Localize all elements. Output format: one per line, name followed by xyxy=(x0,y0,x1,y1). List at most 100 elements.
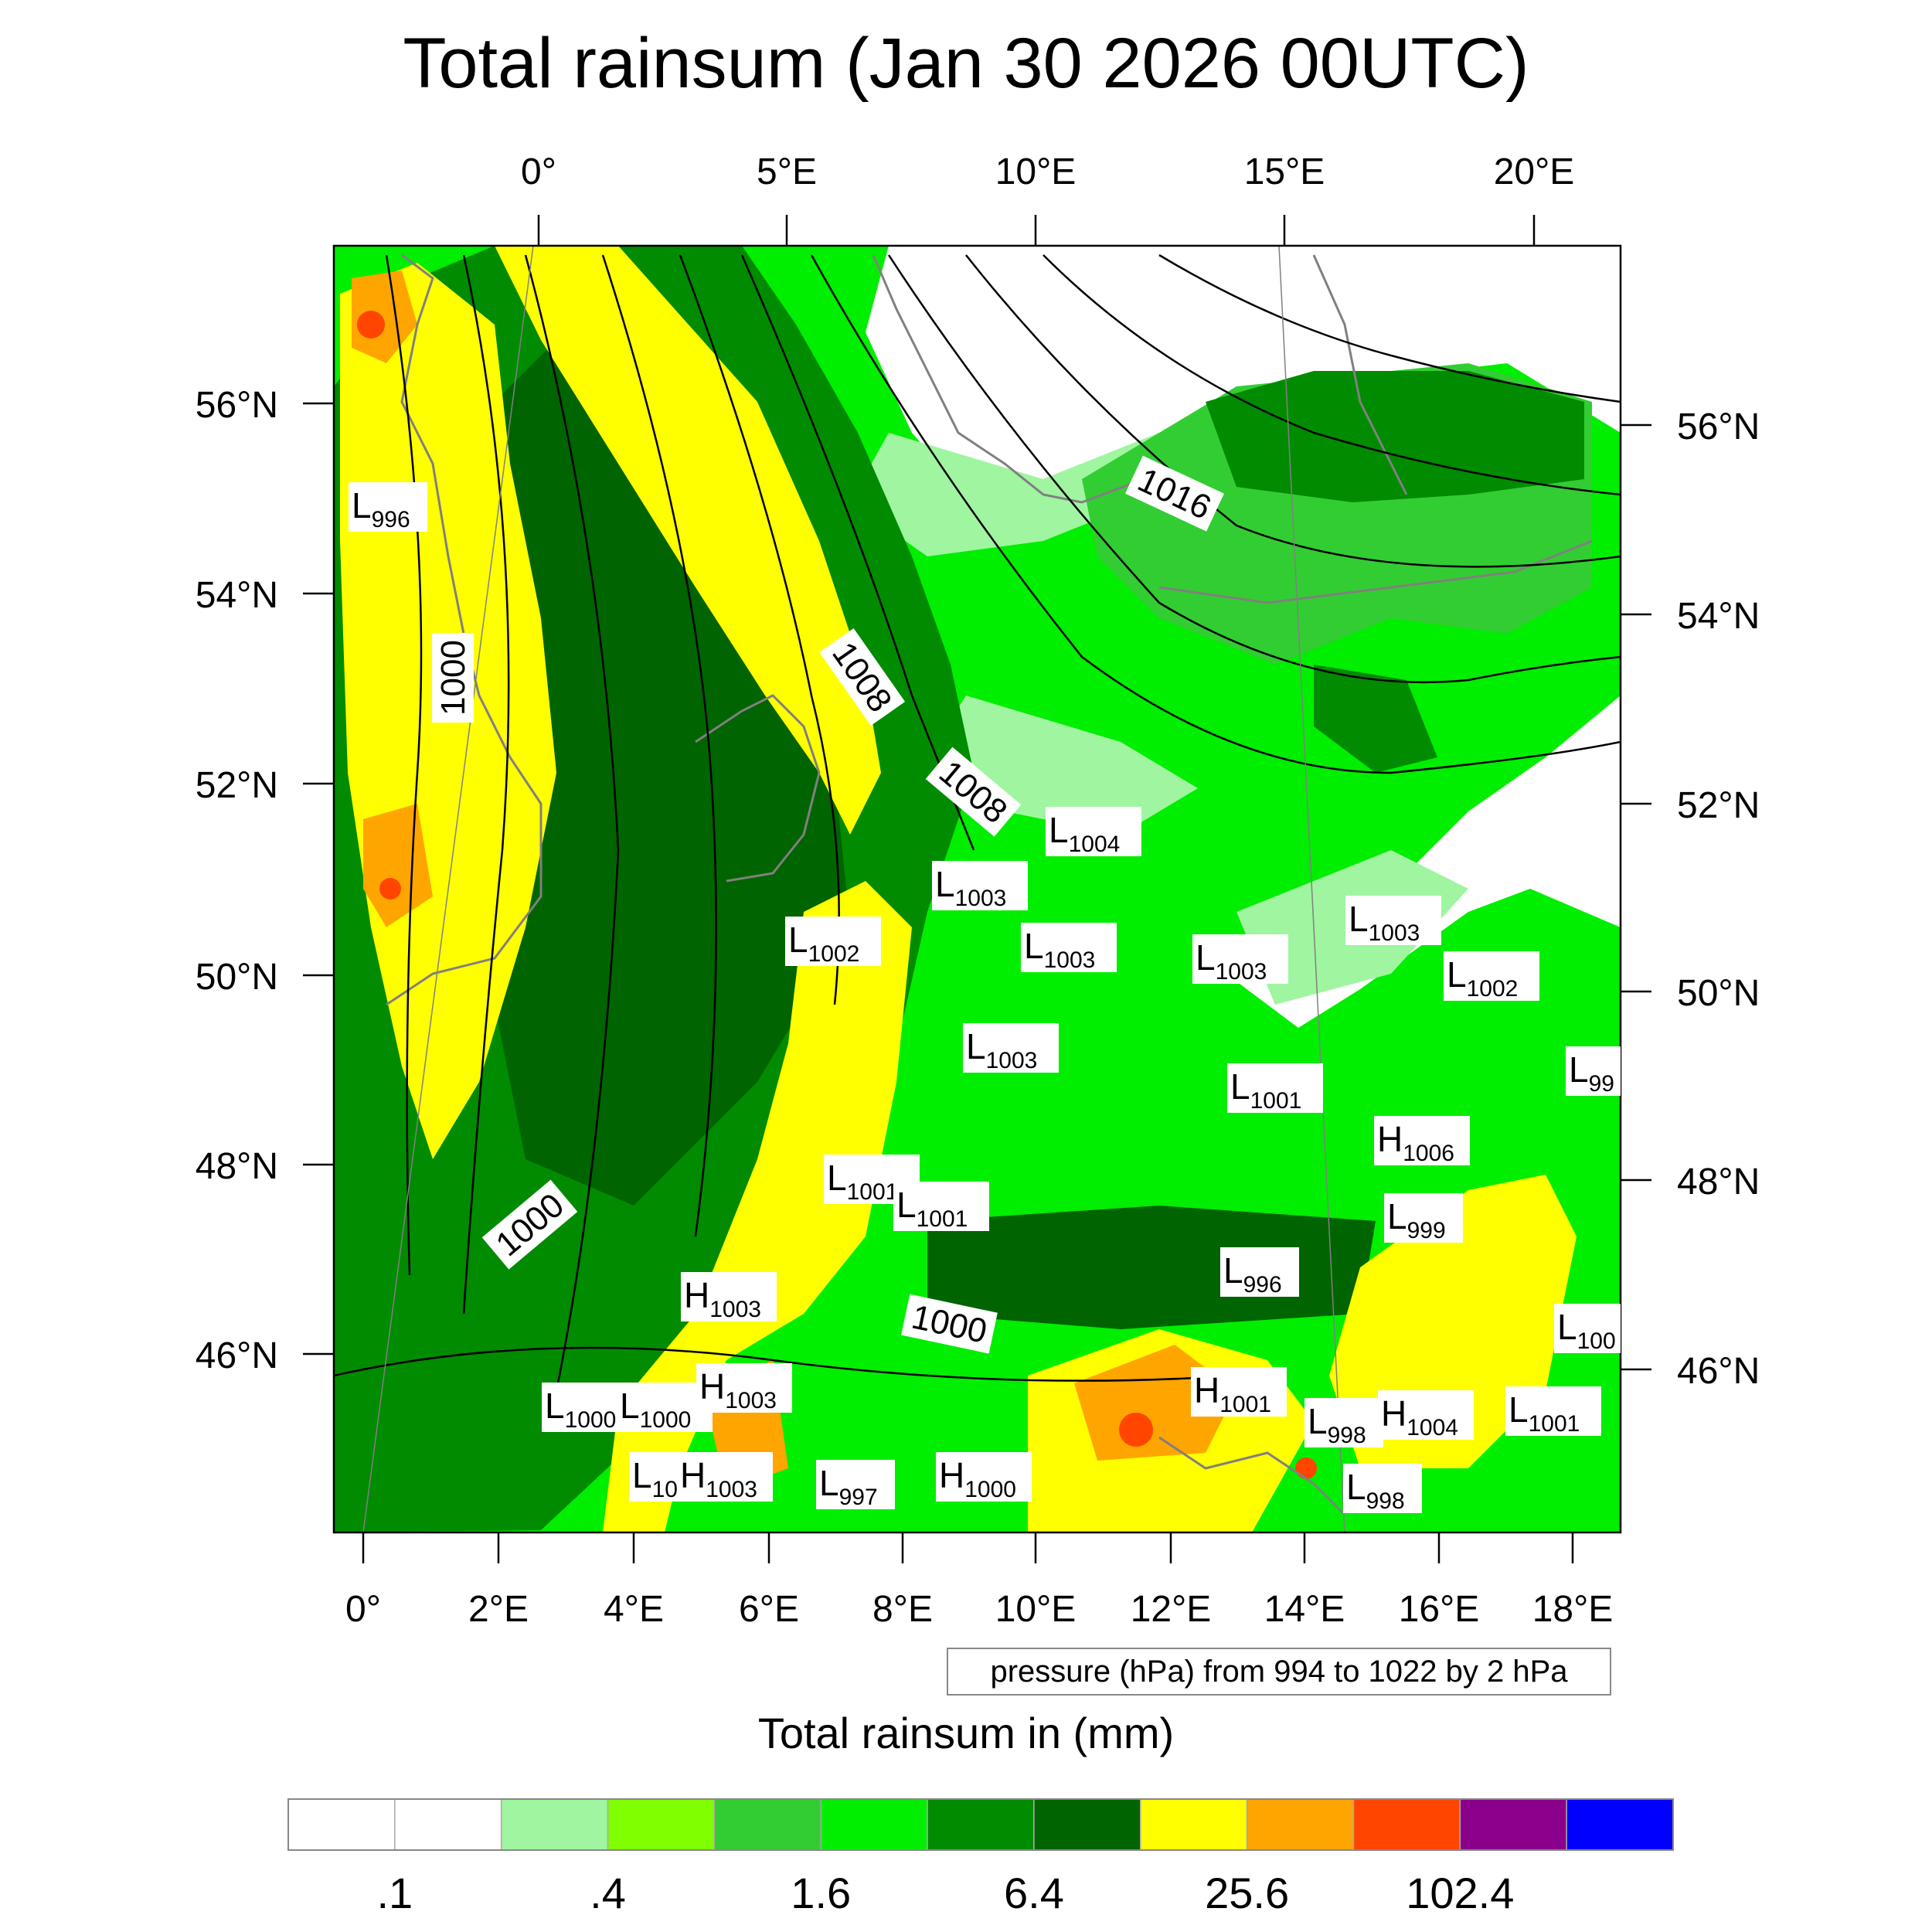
pressure-center-label: L1002 xyxy=(785,917,881,967)
map-title: Total rainsum (Jan 30 2026 00UTC) xyxy=(403,24,1529,103)
pressure-center-label: L1003 xyxy=(932,861,1028,911)
pressure-center-label: H1003 xyxy=(677,1452,773,1502)
bottom-lon-label: 14°E xyxy=(1264,1589,1345,1630)
pressure-center-label: H1000 xyxy=(936,1452,1032,1502)
left-lat-label: 54°N xyxy=(196,575,278,616)
pressure-center-text: L100 xyxy=(1557,1307,1616,1354)
rain-orange-2 xyxy=(363,804,433,927)
colorbar-tick-label: .4 xyxy=(590,1869,626,1917)
isobar-w5 xyxy=(679,254,840,1005)
pressure-center-label: L1001 xyxy=(1505,1386,1601,1437)
colorbar-swatch xyxy=(1352,1798,1461,1851)
colorbar-frame xyxy=(287,1798,1674,1851)
left-lat-label: 50°N xyxy=(196,957,278,998)
rain-red-1 xyxy=(357,311,385,338)
top-lon-label: 20°E xyxy=(1494,151,1575,192)
right-lat-label: 54°N xyxy=(1677,596,1760,637)
rain-orange-1 xyxy=(352,270,417,363)
pressure-center-text: L1000 xyxy=(620,1386,691,1433)
pressure-center-label: L1003 xyxy=(963,1023,1059,1073)
pressure-center-text: L998 xyxy=(1308,1401,1366,1448)
pressure-center-text: L1003 xyxy=(935,864,1006,911)
top-lon-label: 10°E xyxy=(995,151,1077,192)
pressure-center-text: L1003 xyxy=(1196,937,1267,985)
colorbar-swatch xyxy=(394,1798,502,1851)
pressure-center-text: L1001 xyxy=(1230,1066,1301,1114)
pressure-center-text: H1003 xyxy=(684,1275,761,1322)
pressure-center-label: L1001 xyxy=(893,1182,989,1232)
pressure-center-label: L998 xyxy=(1343,1464,1422,1514)
colorbar-swatch xyxy=(927,1798,1035,1851)
left-lat-label: 46°N xyxy=(196,1335,278,1376)
rain-darkgreen-pl xyxy=(1314,665,1437,773)
coast-sweden xyxy=(1312,254,1408,495)
pressure-center-text: L1003 xyxy=(1024,926,1095,973)
pressure-center-label: H1006 xyxy=(1374,1116,1470,1166)
right-lat-label: 56°N xyxy=(1677,406,1760,447)
pressure-center-label: H1001 xyxy=(1191,1367,1287,1417)
colorbar-swatch xyxy=(500,1798,609,1851)
pressure-center-text: L999 xyxy=(1387,1196,1446,1243)
right-lat-label: 52°N xyxy=(1677,785,1760,826)
colorbar-tick-label: 6.4 xyxy=(1004,1869,1064,1917)
pressure-center-label: L1003 xyxy=(1345,896,1441,946)
colorbar-tick-label: .1 xyxy=(376,1869,413,1917)
bottom-lon-label: 10°E xyxy=(995,1589,1077,1630)
colorbar-swatch xyxy=(1140,1798,1248,1851)
pressure-center-label: L100 xyxy=(1554,1304,1621,1354)
colorbar-swatch xyxy=(1566,1798,1674,1851)
pressure-center-label: L997 xyxy=(816,1460,895,1510)
pressure-center-label: H1004 xyxy=(1378,1390,1474,1440)
pressure-center-text: L1001 xyxy=(896,1185,968,1232)
bottom-lon-label: 12°E xyxy=(1131,1589,1212,1630)
coast-netherlands xyxy=(695,694,821,883)
pressure-center-text: H1006 xyxy=(1377,1119,1454,1166)
left-lat-label: 48°N xyxy=(196,1146,278,1187)
pressure-center-label: L1003 xyxy=(1021,923,1117,973)
isobar-c4 xyxy=(1043,254,1621,496)
colorbar-swatch xyxy=(820,1798,928,1851)
bottom-lon-axis: 0° 2°E 4°E 6°E 8°E 10°E 12°E 14°E 16°E 1… xyxy=(345,1532,1613,1630)
pressure-center-label: L996 xyxy=(349,482,427,532)
rain-lightgreen-1 xyxy=(850,433,1159,556)
pressure-center-text: L1003 xyxy=(1349,899,1420,946)
isobar-c5 xyxy=(1158,253,1621,403)
colorbar-swatch xyxy=(1246,1798,1355,1851)
left-lat-axis: 56°N 54°N 52°N 50°N 48°N 46°N xyxy=(196,385,334,1376)
isobar-c3 xyxy=(965,254,1621,568)
top-lon-label: 0° xyxy=(521,151,556,192)
colorbar-swatch xyxy=(713,1798,821,1851)
pressure-center-text: L998 xyxy=(1346,1467,1405,1514)
isobar-labels: 1016 1008 1008 1000 1000 1000 xyxy=(432,455,1224,1354)
top-lon-label: 15°E xyxy=(1244,151,1325,192)
colorbar-swatch xyxy=(1459,1798,1567,1851)
coast-baltic xyxy=(1158,539,1593,604)
rain-darkgreen-ne xyxy=(1206,371,1584,502)
pressure-center-label: L1000 xyxy=(617,1383,713,1433)
colorbar-title: Total rainsum in (mm) xyxy=(757,1709,1175,1757)
bottom-lon-label: 0° xyxy=(345,1589,381,1630)
isobar-w4 xyxy=(601,254,717,1237)
isobar-w2 xyxy=(462,254,510,1315)
right-lat-axis: 56°N 54°N 52°N 50°N 48°N 46°N xyxy=(1621,406,1760,1392)
top-lon-label: 5°E xyxy=(757,151,817,192)
colorbar-swatch xyxy=(607,1798,716,1851)
pressure-center-text: L996 xyxy=(352,485,410,532)
isobar-label: 1000 xyxy=(434,640,472,716)
rain-darkestgreen-central xyxy=(464,325,850,1206)
pressure-center-text: L1003 xyxy=(966,1026,1037,1073)
pressure-center-text: H1003 xyxy=(699,1366,777,1413)
right-lat-label: 48°N xyxy=(1677,1162,1760,1202)
pressure-center-label: L99 xyxy=(1566,1046,1621,1097)
pressure-centers: L996 L1004 L1003 L1002 L1003 L1003 L1003 L1002 L… xyxy=(349,482,1621,1514)
contour-info-box: pressure (hPa) from 994 to 1022 by 2 hPa xyxy=(947,1648,1611,1696)
coast-denmark xyxy=(872,254,1145,504)
pressure-center-text: L1001 xyxy=(1509,1389,1580,1437)
coast-adriatic xyxy=(1158,1436,1346,1516)
meridian-15e xyxy=(1278,246,1345,1532)
pressure-center-text: L99 xyxy=(1569,1049,1614,1097)
pressure-center-text: L997 xyxy=(819,1463,878,1510)
bottom-lon-label: 6°E xyxy=(739,1589,799,1630)
pressure-center-text: L996 xyxy=(1223,1250,1282,1298)
